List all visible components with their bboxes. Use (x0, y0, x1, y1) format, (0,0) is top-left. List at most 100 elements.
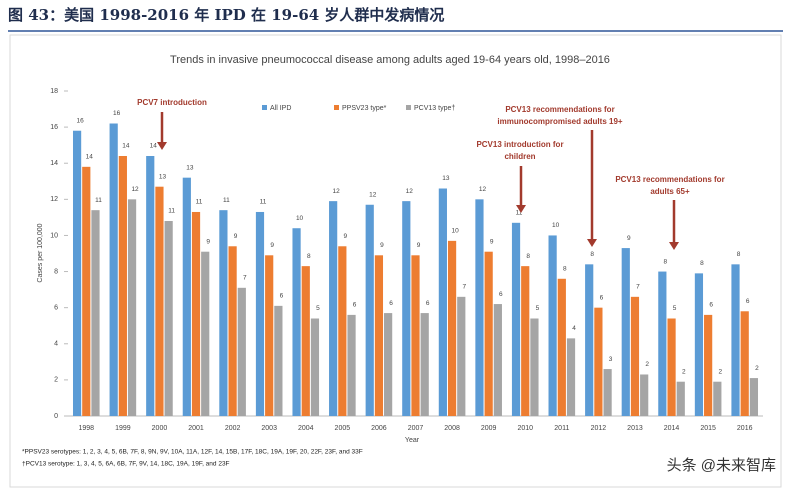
bar (91, 210, 100, 416)
bar (548, 235, 557, 416)
value-label: 9 (206, 238, 210, 245)
annotation: immunocompromised adults 19+ (497, 117, 622, 126)
value-label: 14 (150, 143, 158, 150)
x-tick-label: 2011 (554, 425, 569, 432)
bar (118, 156, 127, 416)
bar (228, 246, 237, 416)
bar (731, 264, 740, 416)
bar (127, 199, 137, 416)
annotation: children (504, 152, 535, 161)
chart-title: Trends in invasive pneumococcal disease … (170, 54, 610, 66)
value-label: 16 (76, 117, 84, 124)
value-label: 6 (499, 291, 503, 298)
x-tick-label: 1999 (115, 425, 131, 432)
bar (658, 271, 667, 416)
bar (237, 287, 246, 416)
value-label: 9 (627, 235, 631, 242)
value-label: 12 (131, 186, 139, 193)
value-label: 5 (673, 305, 677, 312)
annotation: adults 65+ (650, 187, 690, 196)
x-tick-label: 2014 (664, 425, 680, 432)
bar (347, 314, 356, 416)
legend-swatch (334, 105, 339, 110)
y-tick-label: 14 (50, 160, 58, 167)
x-axis-label: Year (405, 437, 420, 444)
x-tick-label: 2010 (517, 425, 533, 432)
bar (667, 318, 676, 416)
value-label: 12 (406, 188, 414, 195)
bar (603, 369, 612, 416)
value-label: 8 (590, 251, 594, 258)
y-tick-label: 10 (50, 232, 58, 239)
value-label: 13 (442, 175, 450, 182)
value-label: 2 (755, 365, 759, 372)
y-tick-label: 4 (54, 341, 58, 348)
value-label: 13 (159, 173, 167, 180)
bar (640, 374, 649, 416)
bar (72, 130, 82, 416)
bar (493, 304, 502, 416)
arrow-head (669, 242, 679, 250)
value-label: 2 (645, 361, 649, 368)
y-tick-label: 2 (54, 377, 58, 384)
value-label: 8 (737, 251, 741, 258)
bar (255, 211, 265, 416)
y-tick-label: 6 (54, 305, 58, 312)
value-label: 9 (417, 242, 421, 249)
value-label: 6 (426, 300, 430, 307)
watermark: 头条 @未来智库 (667, 456, 776, 474)
x-tick-label: 2016 (737, 425, 753, 432)
bar (310, 318, 320, 416)
annotation: PCV7 introduction (137, 98, 207, 107)
y-tick-label: 8 (54, 268, 58, 275)
legend-label: PPSV23 type* (342, 105, 387, 112)
value-label: 6 (353, 302, 357, 309)
value-label: 5 (316, 305, 320, 312)
value-label: 10 (451, 228, 459, 235)
x-tick-label: 2006 (371, 425, 387, 432)
bar (676, 381, 685, 416)
value-label: 11 (196, 199, 203, 206)
value-label: 6 (600, 294, 604, 301)
value-label: 5 (536, 305, 540, 312)
footnote: *PPSV23 serotypes: 1, 2, 3, 4, 5, 6B, 7F… (22, 449, 363, 456)
bar (411, 255, 420, 416)
value-label: 11 (516, 210, 523, 217)
footnote: †PCV13 serotype: 1, 3, 4, 5, 6A, 6B, 7F,… (22, 461, 230, 468)
value-label: 11 (223, 197, 230, 204)
annotation: PCV13 introduction for (476, 140, 563, 149)
value-label: 3 (609, 356, 613, 363)
value-label: 9 (490, 238, 494, 245)
value-label: 9 (234, 233, 238, 240)
bar (384, 313, 393, 416)
bar (292, 228, 301, 416)
bar (365, 204, 374, 416)
value-label: 8 (700, 260, 704, 267)
value-label: 8 (563, 265, 567, 272)
bar (585, 264, 594, 416)
bar (146, 156, 155, 416)
bar (82, 166, 91, 416)
bar (155, 186, 164, 416)
y-axis-label: Cases per 100,000 (37, 223, 44, 282)
bar (191, 211, 201, 416)
annotation: PCV13 recommendations for (615, 175, 724, 184)
value-label: 16 (113, 110, 121, 117)
bar (530, 318, 539, 416)
bar (594, 307, 603, 416)
bar (420, 313, 429, 416)
x-tick-label: 2003 (261, 425, 277, 432)
bar (301, 266, 310, 416)
x-tick-label: 2000 (152, 425, 168, 432)
value-label: 7 (462, 284, 466, 291)
value-label: 7 (243, 275, 247, 282)
value-label: 10 (296, 215, 304, 222)
y-tick-label: 18 (50, 88, 58, 95)
bar (182, 177, 191, 416)
annotation: PCV13 recommendations for (505, 105, 614, 114)
x-tick-label: 2002 (225, 425, 241, 432)
value-label: 9 (344, 233, 348, 240)
bar (402, 201, 411, 416)
x-tick-label: 2012 (591, 425, 607, 432)
